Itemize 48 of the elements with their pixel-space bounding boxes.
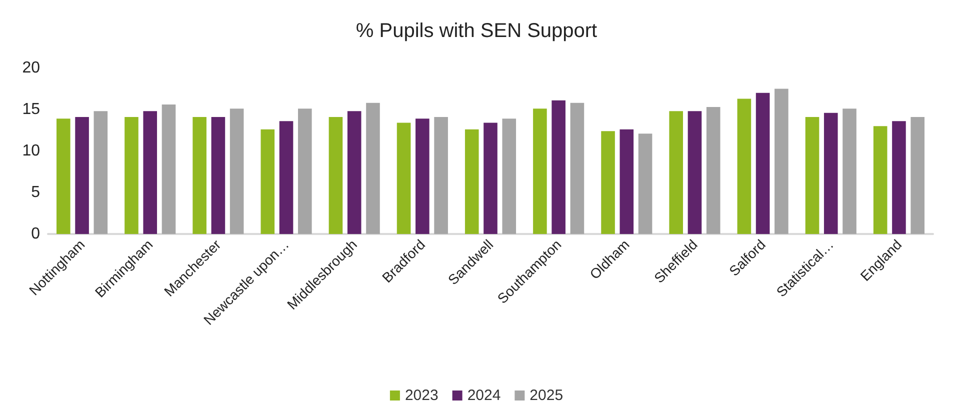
y-tick-label: 10 (22, 142, 40, 160)
legend-label: 2023 (404, 387, 438, 404)
bar (279, 121, 294, 234)
bar (638, 134, 652, 234)
bar (502, 118, 516, 234)
bar (347, 111, 362, 234)
bar (620, 129, 634, 234)
bar (688, 111, 702, 234)
y-tick-label: 0 (31, 226, 40, 242)
bar (737, 98, 752, 234)
bar (570, 102, 584, 234)
bar (230, 108, 244, 234)
y-tick-label: 5 (31, 184, 40, 201)
bar (124, 116, 138, 234)
bar (328, 116, 343, 234)
bar (756, 92, 770, 234)
bar (842, 108, 856, 234)
bar (56, 118, 70, 234)
bar (601, 131, 615, 234)
bar (192, 116, 206, 234)
bar (298, 108, 312, 234)
bar (552, 100, 566, 234)
bar (434, 116, 448, 234)
bar (484, 122, 498, 234)
legend-label: 2025 (530, 387, 564, 404)
bar (143, 111, 158, 234)
bar (94, 111, 108, 234)
bar (669, 111, 683, 234)
chart-title: % Pupils with SEN Support (356, 20, 598, 42)
bar (75, 116, 89, 234)
bar (260, 129, 275, 234)
bar (162, 104, 176, 234)
bar (366, 102, 380, 234)
bar (774, 88, 788, 234)
bar (464, 129, 479, 234)
legend-label: 2024 (467, 387, 501, 404)
bar (910, 116, 924, 234)
bar (873, 126, 888, 234)
bar (416, 118, 430, 234)
bar (396, 122, 411, 234)
y-tick-label: 20 (22, 60, 40, 76)
bar (211, 116, 226, 234)
bar (533, 108, 547, 234)
bar (805, 116, 820, 234)
bar (824, 112, 838, 234)
bar (706, 107, 720, 234)
bar (892, 121, 906, 234)
y-tick-label: 15 (22, 101, 40, 118)
